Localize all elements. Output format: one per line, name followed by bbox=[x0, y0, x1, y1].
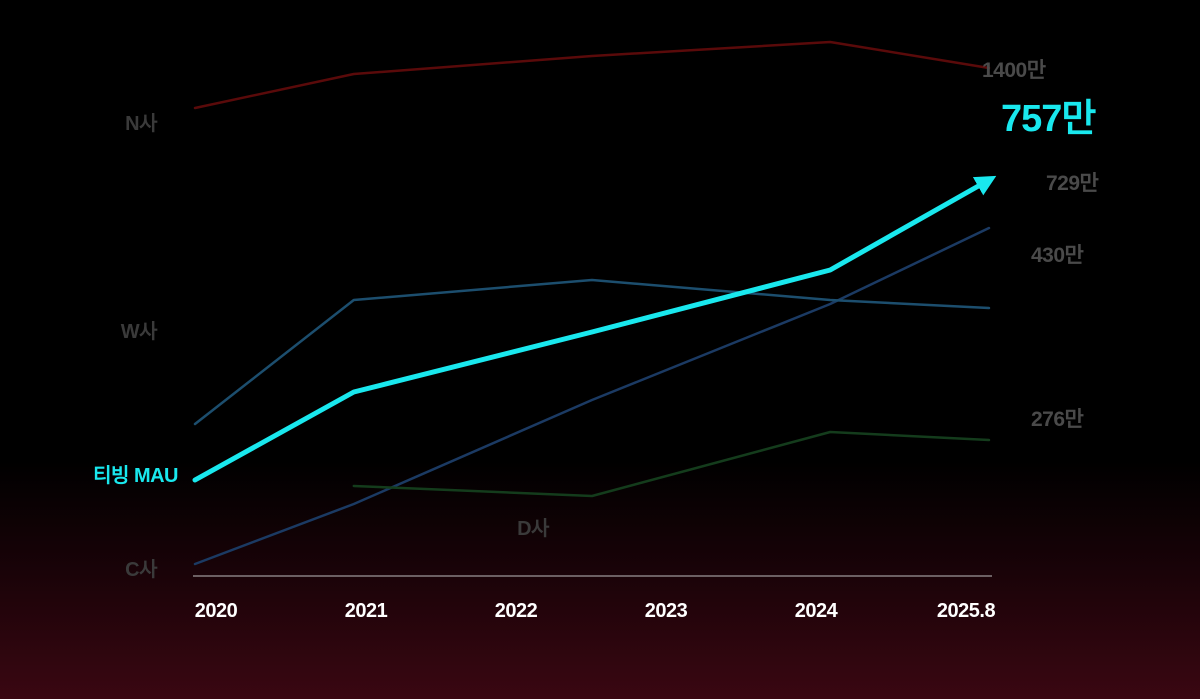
series-line-d bbox=[352, 430, 991, 498]
series-lines bbox=[192, 40, 997, 566]
x-tick-label: 2022 bbox=[495, 600, 538, 622]
series-name-labels: N사 W사 티빙 MAU D사 C사 bbox=[93, 112, 550, 581]
x-tick-label: 2025.8 bbox=[937, 600, 996, 622]
x-axis-ticks: 2020 2021 2022 2023 2024 2025.8 bbox=[195, 600, 996, 622]
end-label-w: 430만 bbox=[1031, 244, 1084, 267]
x-tick-label: 2020 bbox=[195, 600, 238, 622]
series-label-c: C사 bbox=[125, 558, 158, 581]
end-label-tving: 757만 bbox=[1001, 98, 1096, 140]
series-line-c bbox=[193, 226, 991, 566]
x-tick-label: 2023 bbox=[645, 600, 688, 622]
x-tick-label: 2021 bbox=[345, 600, 388, 622]
end-label-c: 729만 bbox=[1046, 172, 1099, 195]
series-label-w: W사 bbox=[121, 320, 158, 343]
x-tick-label: 2024 bbox=[795, 600, 839, 622]
end-label-d: 276만 bbox=[1031, 408, 1084, 431]
end-label-n: 1400만 bbox=[982, 59, 1046, 82]
series-label-d: D사 bbox=[517, 517, 550, 540]
series-label-tving: 티빙 MAU bbox=[93, 464, 178, 487]
series-line-n bbox=[193, 40, 991, 110]
series-end-labels: 1400만 757만 729만 430만 276만 bbox=[982, 59, 1099, 431]
series-line-w bbox=[193, 278, 991, 426]
series-line-tving bbox=[192, 175, 997, 483]
series-label-n: N사 bbox=[125, 112, 158, 135]
